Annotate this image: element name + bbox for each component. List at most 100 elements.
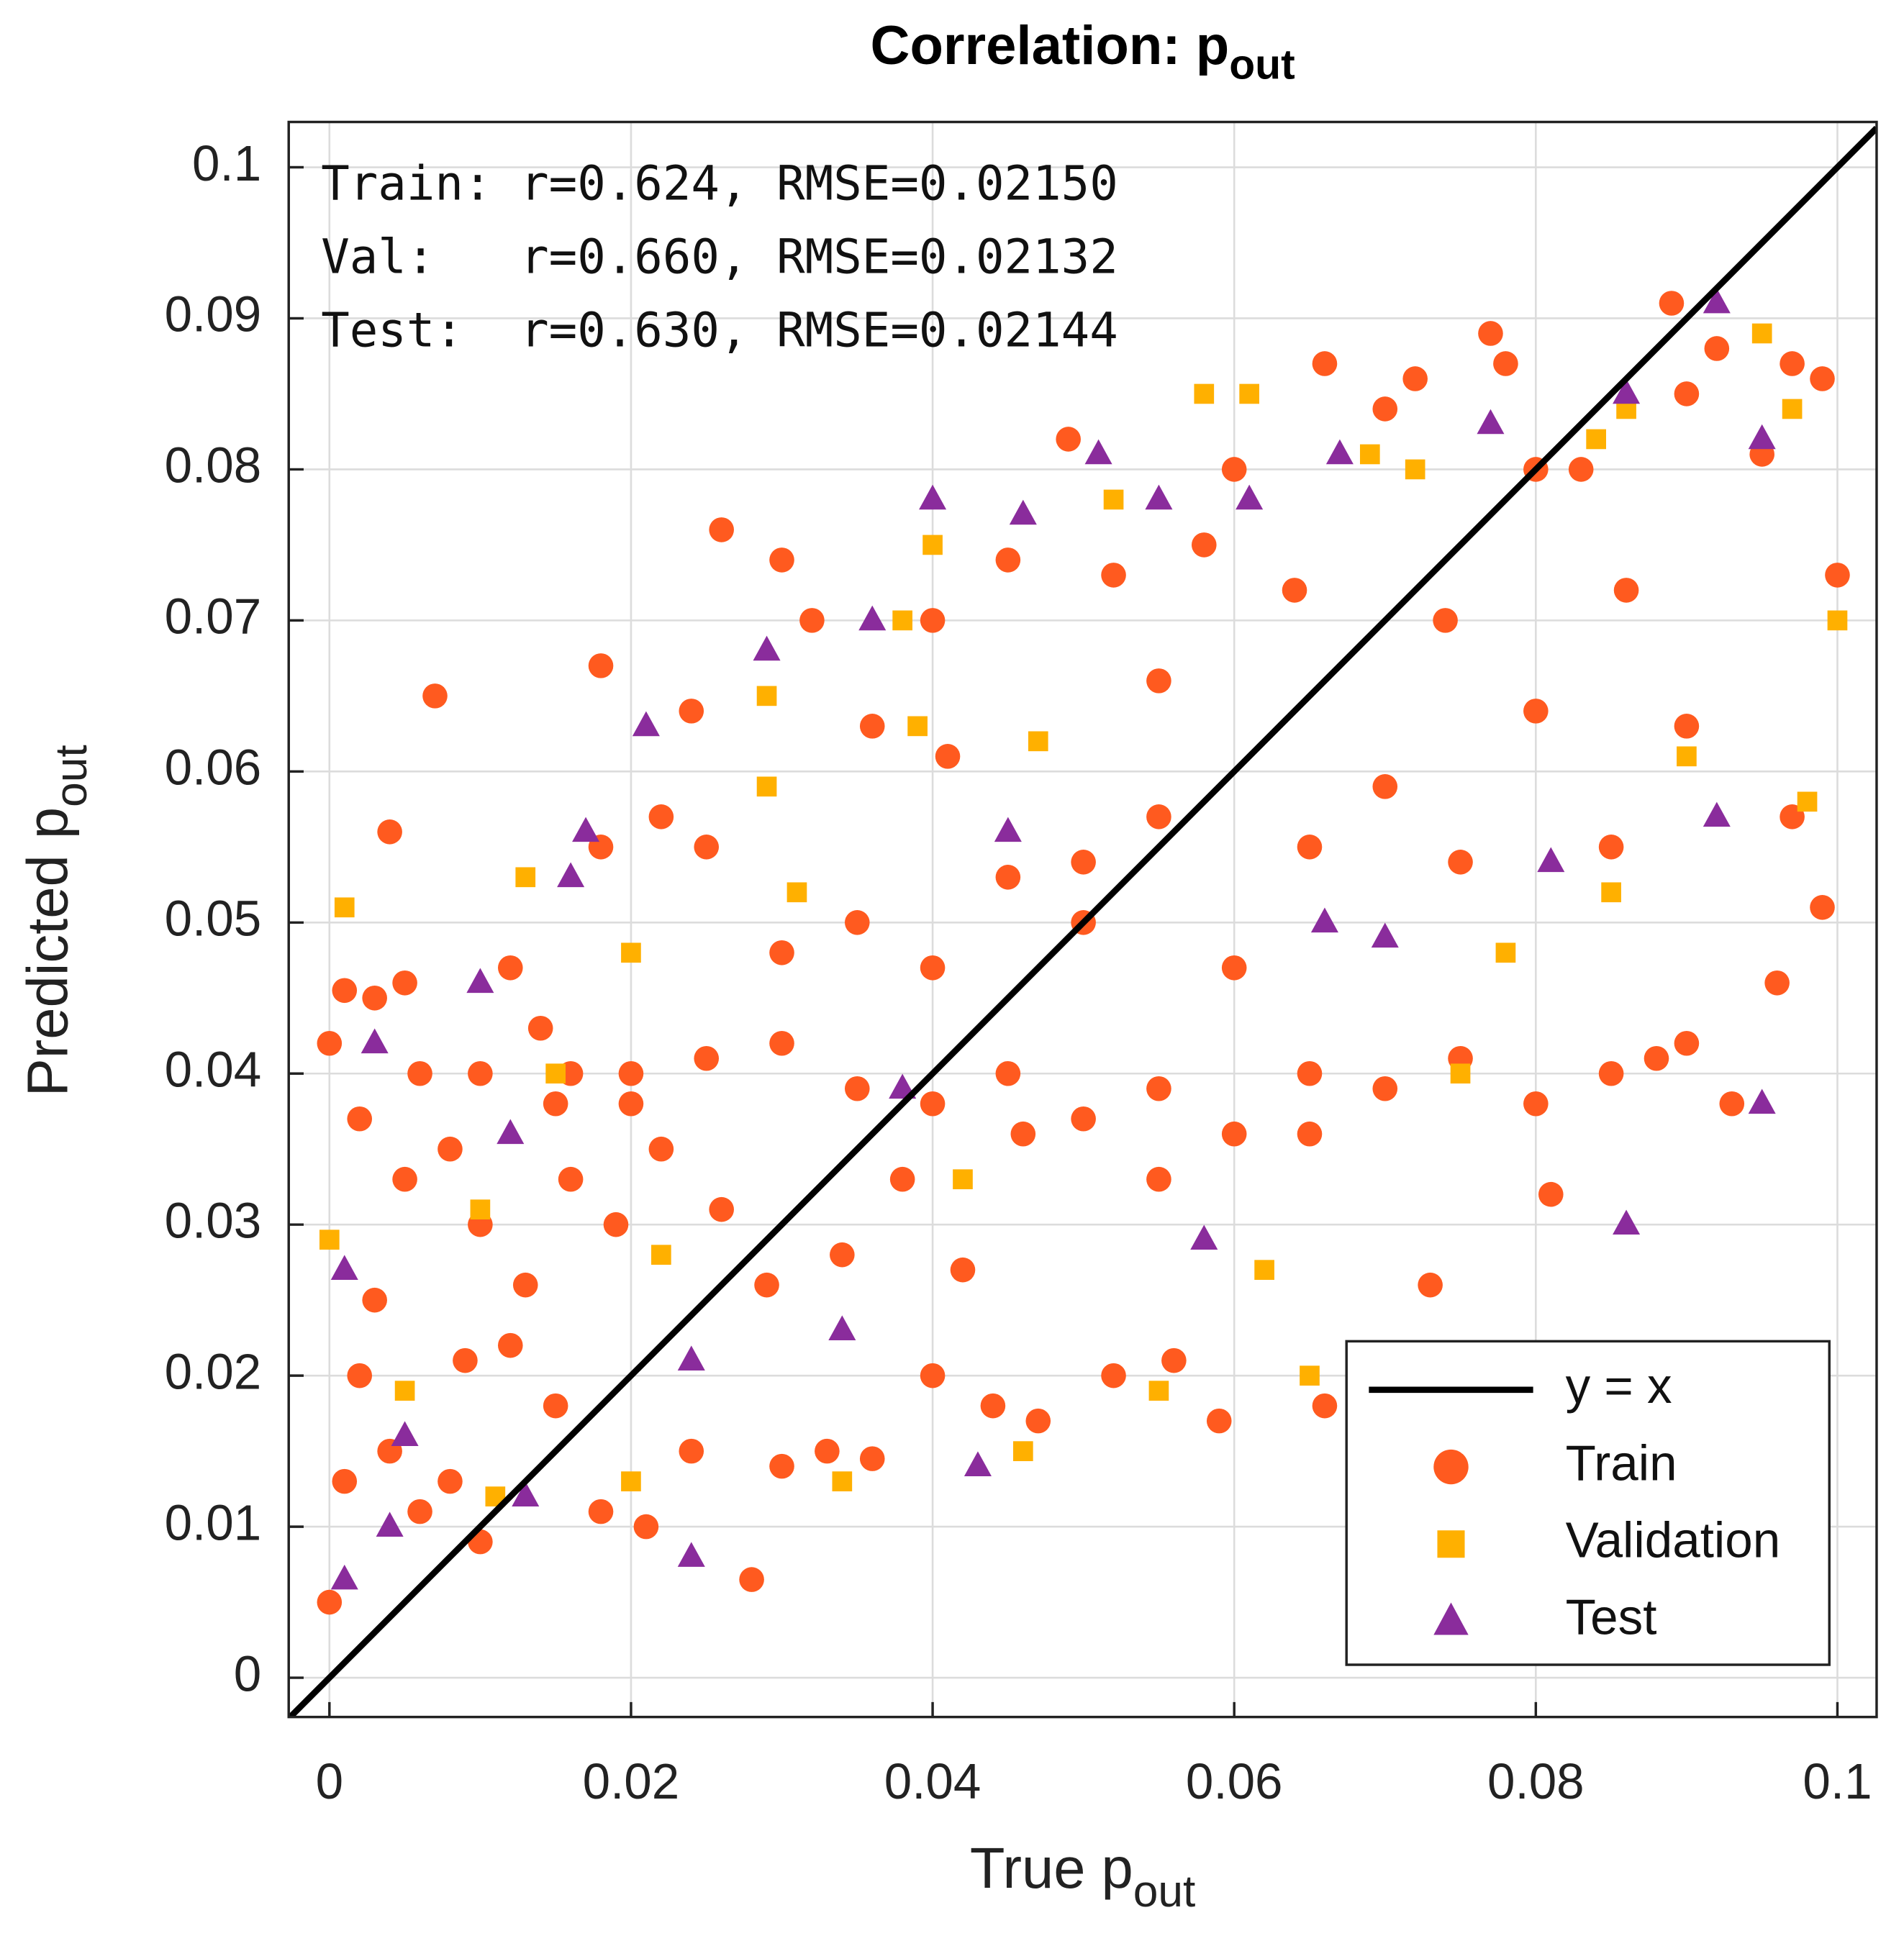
- point: [648, 804, 674, 829]
- point: [1300, 1365, 1320, 1386]
- point: [1310, 907, 1338, 933]
- point: [362, 985, 387, 1011]
- point: [950, 1257, 976, 1283]
- point: [1674, 381, 1700, 406]
- point: [621, 942, 641, 963]
- point: [334, 897, 355, 918]
- point: [889, 1073, 917, 1099]
- point: [317, 1589, 343, 1615]
- point: [1450, 1063, 1471, 1084]
- point: [361, 1028, 389, 1054]
- point: [980, 1393, 1006, 1419]
- point: [919, 484, 947, 510]
- point: [920, 955, 946, 981]
- point: [859, 714, 885, 739]
- y-tick-label: 0.02: [165, 1343, 262, 1399]
- point: [1028, 731, 1048, 752]
- point: [618, 1091, 644, 1117]
- annotation: Train: r=0.624, RMSE=0.02150: [321, 157, 1118, 212]
- point: [1190, 1224, 1218, 1250]
- point: [1297, 1121, 1323, 1147]
- title-main: Correlation: p: [871, 15, 1230, 76]
- point: [1568, 457, 1594, 482]
- point: [651, 1245, 671, 1265]
- point: [1677, 746, 1697, 767]
- point: [935, 744, 961, 769]
- y-tick-label: 0.04: [165, 1042, 262, 1098]
- point: [1418, 1272, 1443, 1298]
- point: [1254, 1260, 1274, 1281]
- point: [1012, 1441, 1033, 1461]
- point: [1537, 847, 1565, 873]
- point: [497, 955, 523, 981]
- point: [1146, 1076, 1171, 1101]
- point: [769, 1030, 794, 1056]
- point: [1748, 424, 1776, 450]
- point: [907, 716, 928, 737]
- title-sub: out: [1229, 41, 1295, 88]
- point: [1523, 1091, 1549, 1117]
- point: [1191, 532, 1217, 558]
- point: [394, 1381, 415, 1401]
- point: [1538, 1181, 1564, 1207]
- point: [815, 1438, 840, 1464]
- point: [347, 1106, 373, 1132]
- x-tick-label: 0.06: [1186, 1753, 1283, 1809]
- point: [1797, 791, 1818, 812]
- point: [1613, 578, 1639, 603]
- point: [920, 1091, 946, 1117]
- point: [1644, 1045, 1669, 1071]
- point: [1674, 1030, 1700, 1056]
- annotations: Train: r=0.624, RMSE=0.02150 Val: r=0.660…: [321, 157, 1118, 358]
- point: [739, 1567, 764, 1592]
- point: [1478, 321, 1503, 346]
- point: [1764, 970, 1790, 996]
- point: [1071, 850, 1096, 875]
- point: [1221, 1121, 1247, 1147]
- point: [1297, 1060, 1323, 1086]
- y-tick-label: 0.01: [165, 1494, 262, 1550]
- point: [1433, 608, 1458, 633]
- point: [557, 862, 585, 888]
- point: [422, 683, 448, 709]
- point: [1312, 351, 1338, 376]
- point: [1598, 1060, 1624, 1086]
- x-tick-label: 0.04: [884, 1753, 982, 1809]
- y-tick-label: 0.07: [165, 588, 262, 645]
- point: [1239, 383, 1259, 404]
- y-tick-label: 0.03: [165, 1192, 262, 1248]
- point: [832, 1471, 853, 1491]
- point: [1523, 699, 1549, 724]
- point: [1719, 1091, 1745, 1117]
- point: [543, 1393, 568, 1419]
- y-label-sub: out: [47, 745, 96, 807]
- point: [1751, 323, 1772, 344]
- point: [1101, 1363, 1126, 1388]
- point: [1103, 489, 1124, 510]
- point: [512, 1481, 540, 1506]
- legend-box: [1345, 1340, 1831, 1666]
- point: [332, 978, 358, 1004]
- y-tick-label: 0.05: [165, 891, 262, 947]
- point: [964, 1451, 992, 1476]
- point: [453, 1347, 478, 1373]
- point: [995, 865, 1021, 890]
- point: [1236, 484, 1264, 510]
- point: [1704, 336, 1730, 361]
- point: [828, 1315, 856, 1341]
- point: [1601, 882, 1621, 903]
- point: [1297, 835, 1323, 860]
- y-tick-label: 0.08: [165, 437, 262, 494]
- point: [994, 817, 1022, 842]
- point: [1221, 457, 1247, 482]
- point: [543, 1091, 568, 1117]
- point: [1748, 1088, 1776, 1114]
- point: [844, 1076, 870, 1101]
- legend: y = x Train Validation Test: [1345, 1340, 1831, 1666]
- point: [330, 1255, 358, 1281]
- point: [922, 535, 943, 555]
- x-tick-label: 0: [316, 1753, 343, 1809]
- point: [1161, 1347, 1187, 1373]
- legend-marker: [1437, 1530, 1465, 1558]
